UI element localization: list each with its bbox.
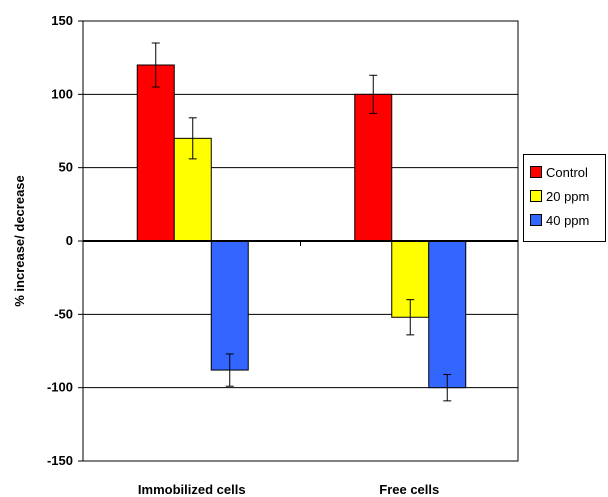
zero-line xyxy=(83,240,518,246)
legend-swatch xyxy=(530,190,542,202)
y-axis-label: % increase/ decrease xyxy=(12,175,27,307)
y-tick-label: 150 xyxy=(51,13,73,28)
y-tick-label: 50 xyxy=(59,160,73,175)
legend-item: Control xyxy=(530,160,605,184)
legend-swatch xyxy=(530,166,542,178)
y-tick-label: -100 xyxy=(47,380,73,395)
error-bars xyxy=(151,42,452,402)
y-tick-label: -150 xyxy=(47,453,73,468)
bar-40-ppm xyxy=(210,240,249,371)
y-axis-ticks: 150 100 50 0 -50 -100 -150 xyxy=(47,13,83,468)
x-category-label: Free cells xyxy=(379,482,439,497)
legend-item: 40 ppm xyxy=(530,208,605,232)
legend-label: 20 ppm xyxy=(546,188,590,204)
x-axis-categories: Immobilized cells Free cells xyxy=(138,482,439,497)
legend-item: 20 ppm xyxy=(530,184,605,208)
bar-control xyxy=(136,64,175,242)
x-category-label: Immobilized cells xyxy=(138,482,246,497)
bar-control xyxy=(354,93,393,242)
legend-label: 40 ppm xyxy=(546,212,590,228)
y-tick-label: 0 xyxy=(66,233,73,248)
legend-swatch xyxy=(530,214,542,226)
legend: Control 20 ppm 40 ppm xyxy=(523,154,606,242)
legend-label: Control xyxy=(546,164,588,180)
bar-40-ppm xyxy=(428,240,467,389)
y-tick-label: -50 xyxy=(54,306,73,321)
y-tick-label: 100 xyxy=(51,86,73,101)
